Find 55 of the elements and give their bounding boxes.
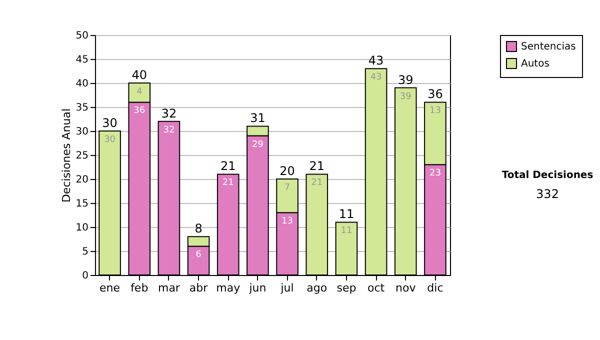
y-tick-label: 20 bbox=[76, 174, 88, 186]
x-tick-label: oct bbox=[367, 282, 386, 294]
x-tick-label: mar bbox=[158, 282, 180, 294]
data-label: 32 bbox=[163, 125, 175, 136]
total-label: 8 bbox=[194, 222, 202, 236]
y-tick-label: 40 bbox=[76, 78, 88, 90]
total-label: 39 bbox=[398, 72, 414, 87]
y-tick-label: 30 bbox=[76, 126, 88, 138]
x-tick-label: feb bbox=[130, 282, 148, 294]
total-label: 36 bbox=[428, 87, 443, 102]
legend-label: Autos bbox=[521, 58, 550, 70]
data-label: 6 bbox=[196, 250, 202, 260]
y-tick-label: 0 bbox=[82, 270, 88, 282]
x-tick-label: dic bbox=[427, 282, 444, 294]
x-tick-label: ago bbox=[306, 282, 328, 294]
x-tick-label: sep bbox=[336, 282, 356, 294]
total-label: 21 bbox=[220, 159, 236, 174]
x-tick-label: ene bbox=[100, 282, 120, 294]
y-tick-label: 35 bbox=[76, 102, 88, 114]
text: 332 bbox=[535, 187, 560, 201]
y-tick-label: 25 bbox=[76, 150, 88, 162]
data-label: 13 bbox=[429, 106, 441, 116]
total-label: 32 bbox=[161, 106, 177, 120]
data-label: 30 bbox=[104, 135, 116, 145]
text: Total Decisiones bbox=[500, 170, 594, 181]
y-tick-label: 50 bbox=[76, 30, 88, 42]
y-tick-label: 5 bbox=[82, 246, 88, 258]
x-tick-label: jun bbox=[248, 282, 266, 294]
data-label: 36 bbox=[134, 106, 146, 116]
data-label: 23 bbox=[429, 168, 441, 179]
x-tick-label: jul bbox=[280, 282, 294, 294]
total-label: 43 bbox=[368, 54, 384, 68]
data-label: 7 bbox=[284, 183, 290, 193]
total-label: 21 bbox=[309, 159, 325, 174]
total-label: 40 bbox=[132, 68, 148, 82]
legend-label: Sentencias bbox=[521, 42, 576, 52]
y-axis-title: Decisiones Anual bbox=[60, 108, 73, 203]
y-tick-label: 45 bbox=[76, 54, 88, 66]
total-label: 30 bbox=[102, 116, 118, 130]
data-label: 4 bbox=[136, 87, 143, 97]
total-label: 31 bbox=[250, 111, 266, 126]
x-tick-label: nov bbox=[396, 282, 416, 294]
y-tick-label: 15 bbox=[76, 198, 88, 210]
y-tick-label: 10 bbox=[76, 222, 88, 234]
data-label: 13 bbox=[282, 216, 294, 227]
data-label: 11 bbox=[340, 226, 352, 236]
data-label: 21 bbox=[311, 178, 323, 188]
data-label: 39 bbox=[400, 92, 412, 102]
data-label: 29 bbox=[252, 140, 264, 150]
x-tick-label: abr bbox=[189, 282, 208, 294]
data-label: 21 bbox=[222, 178, 234, 188]
x-tick-label: may bbox=[216, 282, 241, 294]
total-label: 11 bbox=[338, 207, 354, 222]
total-label: 20 bbox=[280, 164, 295, 178]
data-label: 43 bbox=[370, 72, 382, 83]
